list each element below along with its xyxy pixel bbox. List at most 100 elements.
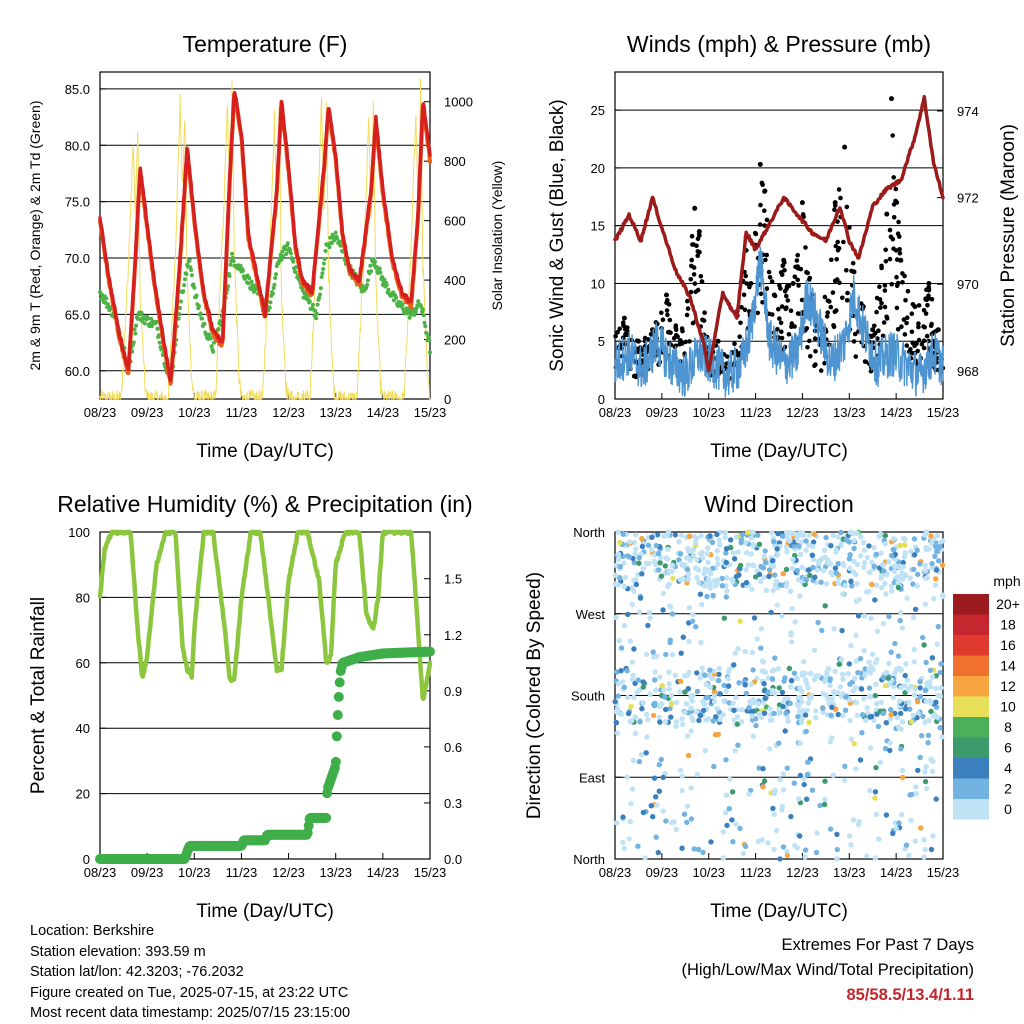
direction-point <box>893 574 900 581</box>
gust-point <box>673 332 679 338</box>
direction-point <box>873 811 880 817</box>
direction-point <box>929 655 936 661</box>
dewpoint-point <box>241 268 245 273</box>
dewpoint-point <box>405 311 410 316</box>
dewpoint-point <box>420 307 425 312</box>
direction-point <box>723 550 729 556</box>
direction-point <box>847 717 853 724</box>
direction-point <box>857 757 864 763</box>
direction-point <box>774 546 780 552</box>
gust-point <box>778 286 783 291</box>
legend-label: 14 <box>1000 658 1016 674</box>
y-tick-label: 85.0 <box>65 82 90 97</box>
direction-point <box>627 539 633 545</box>
precip-point <box>333 691 344 702</box>
gust-point <box>796 283 801 288</box>
legend-label: 6 <box>1004 740 1012 756</box>
gust-point <box>895 327 901 332</box>
gust-point <box>877 284 882 290</box>
dewpoint-point <box>208 336 213 341</box>
direction-point <box>703 681 709 687</box>
gust-point <box>851 339 857 344</box>
direction-point <box>871 563 877 570</box>
x-tick-label: 13/23 <box>319 865 352 880</box>
direction-point <box>631 646 637 652</box>
winds-pressure-panel: Winds (mph) & Pressure (mb) 08/23 09/23 10/… <box>547 31 1019 462</box>
dewpoint-point <box>268 300 273 305</box>
direction-point <box>784 549 790 555</box>
direction-point <box>696 579 702 586</box>
direction-point <box>727 776 733 782</box>
direction-point <box>874 711 880 717</box>
direction-point <box>679 787 685 794</box>
direction-point <box>772 572 778 578</box>
gust-point <box>836 187 842 192</box>
direction-point <box>679 561 686 567</box>
direction-point <box>808 692 815 699</box>
direction-point <box>651 701 657 708</box>
direction-point <box>650 814 656 820</box>
direction-point <box>706 576 712 582</box>
extremes-values: 85/58.5/13.4/1.11 <box>846 986 974 1004</box>
direction-point <box>921 854 927 860</box>
direction-point <box>809 787 816 793</box>
y2-tick-label: 400 <box>444 273 466 288</box>
direction-point <box>910 614 917 621</box>
direction-point <box>891 568 898 575</box>
dewpoint-point <box>270 291 275 296</box>
direction-point <box>938 661 944 667</box>
direction-point <box>866 666 872 672</box>
dewpoint-point <box>317 295 322 300</box>
direction-point <box>797 551 804 558</box>
gust-point <box>760 300 765 305</box>
gust-point <box>732 341 737 347</box>
direction-point <box>779 807 785 813</box>
direction-point <box>686 533 693 539</box>
direction-point <box>895 653 902 659</box>
solar-line <box>99 78 431 400</box>
direction-point <box>878 572 885 579</box>
direction-point <box>908 817 914 824</box>
direction-point <box>813 849 820 856</box>
direction-point <box>666 681 672 687</box>
direction-point <box>847 565 853 572</box>
direction-point <box>795 714 801 720</box>
gust-peak-point <box>935 327 941 333</box>
gust-point <box>921 338 927 344</box>
direction-point <box>678 532 685 539</box>
direction-point <box>797 772 804 779</box>
direction-point <box>888 649 894 655</box>
gust-point <box>873 330 878 336</box>
x-tick-label: 15/23 <box>414 865 447 880</box>
gust-peak-point <box>696 229 702 234</box>
direction-point <box>827 676 833 682</box>
panel-title: Relative Humidity (%) & Precipitation (i… <box>57 491 472 517</box>
direction-point <box>729 817 735 823</box>
dewpoint-point <box>191 282 196 287</box>
direction-point <box>685 733 691 739</box>
gust-point <box>847 225 852 230</box>
direction-point <box>853 632 859 639</box>
direction-point <box>794 567 800 574</box>
direction-point <box>898 609 904 616</box>
y-tick-label: 40 <box>76 721 90 736</box>
x-tick-label: 10/23 <box>178 865 211 880</box>
direction-point <box>886 660 892 667</box>
direction-point <box>800 530 806 537</box>
direction-point <box>835 561 841 567</box>
direction-point <box>898 684 904 690</box>
dewpoint-point <box>322 257 327 261</box>
y-tick-label: 80 <box>76 590 90 605</box>
direction-point <box>640 809 647 816</box>
direction-point <box>904 595 910 601</box>
direction-point <box>762 559 769 566</box>
direction-point <box>823 534 829 541</box>
dewpoint-point <box>323 248 328 253</box>
direction-point <box>742 682 748 688</box>
dewpoint-point <box>157 340 162 345</box>
direction-point <box>796 796 802 802</box>
direction-point <box>922 687 929 693</box>
direction-point <box>872 692 879 699</box>
direction-point <box>789 565 795 572</box>
direction-point <box>914 715 920 721</box>
